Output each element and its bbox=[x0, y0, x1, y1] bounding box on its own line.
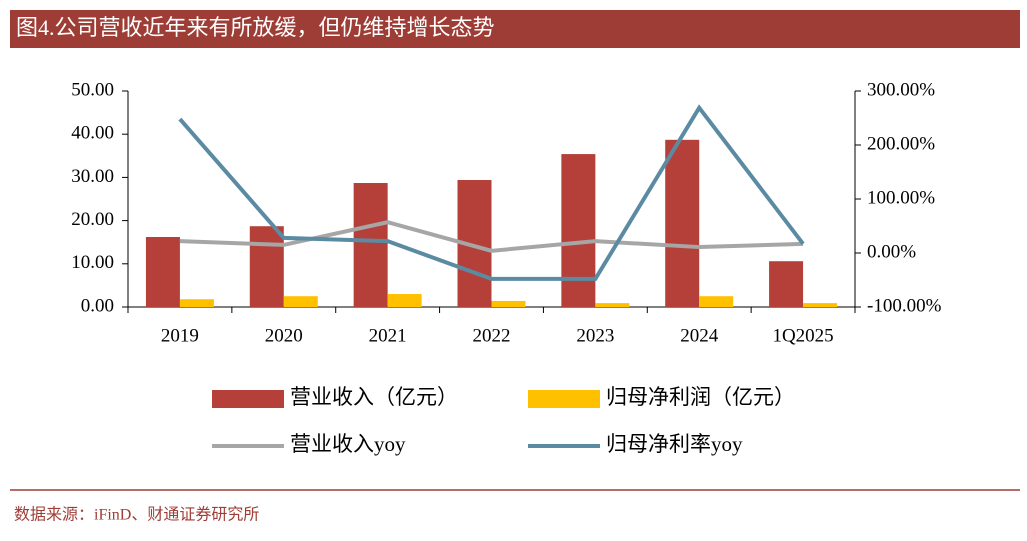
y-tick-label: 10.00 bbox=[71, 252, 114, 273]
y-tick-label: 30.00 bbox=[71, 166, 114, 187]
chart-title: 图4.公司营收近年来有所放缓，但仍维持增长态势 bbox=[16, 15, 495, 40]
legend-label: 归母净利润（亿元） bbox=[606, 385, 795, 409]
y-tick-label: 20.00 bbox=[71, 209, 114, 230]
x-tick-label: 2024 bbox=[680, 325, 719, 346]
bar bbox=[769, 261, 804, 307]
y2-tick-label: 200.00% bbox=[867, 133, 935, 154]
bar bbox=[353, 183, 388, 307]
y-tick-label: 50.00 bbox=[71, 79, 114, 100]
x-tick-label: 2019 bbox=[161, 325, 199, 346]
bar bbox=[179, 299, 214, 307]
y2-tick-label: 0.00% bbox=[867, 241, 916, 262]
legend-label: 营业收入（亿元） bbox=[290, 385, 458, 409]
bar bbox=[665, 139, 700, 307]
bar bbox=[283, 296, 318, 307]
x-tick-label: 2021 bbox=[369, 325, 407, 346]
bar bbox=[145, 237, 180, 307]
legend-label: 归母净利率yoy bbox=[606, 432, 743, 456]
bar bbox=[803, 303, 838, 307]
bar bbox=[491, 300, 526, 307]
y2-tick-label: 300.00% bbox=[867, 79, 935, 100]
legend-swatch bbox=[212, 390, 284, 408]
x-tick-label: 2022 bbox=[473, 325, 511, 346]
bar bbox=[561, 154, 596, 307]
bar bbox=[699, 296, 734, 307]
line bbox=[179, 220, 804, 253]
y-tick-label: 40.00 bbox=[71, 123, 114, 144]
x-tick-label: 2023 bbox=[576, 325, 614, 346]
bar bbox=[249, 226, 284, 307]
x-tick-label: 1Q2025 bbox=[772, 325, 833, 346]
line bbox=[178, 104, 805, 281]
legend-swatch bbox=[528, 390, 600, 408]
y-tick-label: 0.00 bbox=[81, 295, 114, 316]
y2-tick-label: -100.00% bbox=[867, 295, 942, 316]
bar bbox=[595, 303, 630, 307]
source-note: 数据来源：iFinD、财通证券研究所 bbox=[14, 506, 259, 524]
legend-label: 营业收入yoy bbox=[290, 432, 406, 456]
y2-tick-label: 100.00% bbox=[867, 187, 935, 208]
bar bbox=[387, 294, 422, 307]
title-bar bbox=[10, 10, 1020, 48]
x-tick-label: 2020 bbox=[265, 325, 303, 346]
